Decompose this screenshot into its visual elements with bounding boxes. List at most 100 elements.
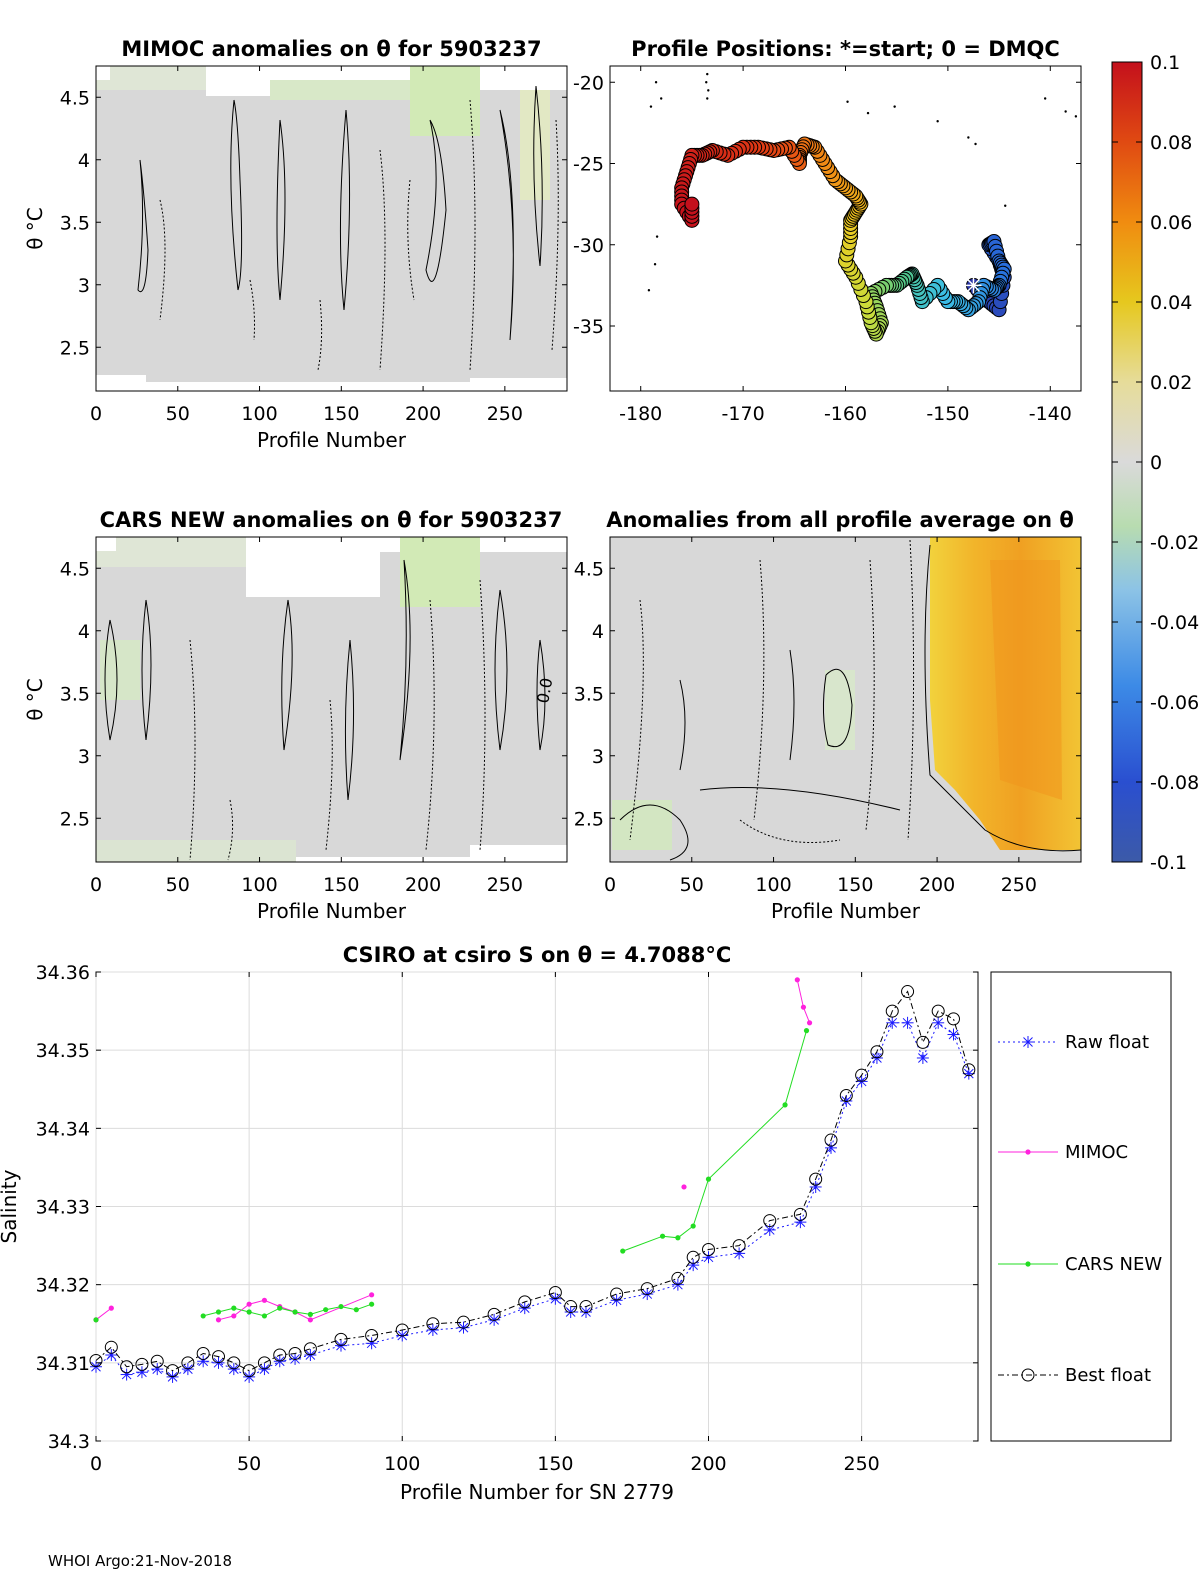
mimoc-ytick-label: 3	[78, 275, 90, 297]
island-dot	[974, 142, 977, 146]
series-point	[93, 1317, 99, 1323]
positions-xtick-label: -160	[824, 403, 867, 425]
cars-title: CARS NEW anomalies on θ for 5903237	[100, 508, 563, 532]
positions-xtick-label: -180	[619, 403, 662, 425]
allavg-contours	[619, 539, 1082, 861]
salinity-legend-box	[990, 971, 1172, 1442]
series-point	[947, 1012, 960, 1026]
series-point	[518, 1295, 532, 1309]
series-point	[947, 1028, 960, 1041]
series-point	[855, 1068, 869, 1082]
mimoc-heatmap-patch	[96, 66, 206, 90]
series-point	[690, 1223, 696, 1229]
cars-panel: 0.0	[95, 536, 568, 863]
allavg-axes-frame	[609, 536, 1082, 863]
mimoc-heatmap-field	[96, 90, 567, 382]
series-point	[487, 1307, 501, 1321]
cars-ytick-label: 3.5	[60, 683, 90, 705]
series-point-stroke	[933, 1017, 944, 1028]
series-point	[686, 1250, 700, 1264]
salinity-ytick-label: 34.32	[36, 1275, 90, 1297]
allavg-xtick-label: 200	[919, 874, 955, 896]
salinity-ytick-label: 34.31	[36, 1353, 90, 1375]
series-point	[548, 1285, 562, 1299]
cars-heatmap-field	[96, 552, 567, 857]
mimoc-missing-block	[206, 66, 270, 96]
colorbar-tick-label: 0	[1150, 452, 1162, 474]
allavg-ytick-label: 2.5	[574, 808, 604, 830]
colorbar-tick-label: -0.1	[1150, 852, 1187, 874]
cars-ylabel: θ °C	[23, 678, 47, 721]
mimoc-ytick-label: 3.5	[60, 212, 90, 234]
mimoc-xtick-label: 150	[323, 403, 359, 425]
series-point	[675, 1235, 681, 1241]
series-point-stroke	[642, 1289, 653, 1299]
salinity-ytick-label: 34.33	[36, 1197, 90, 1219]
salinity-panel: Raw float MIMOC CARS NEW Best float	[89, 971, 1172, 1442]
island-dot	[649, 105, 653, 108]
mimoc-xtick-label: 0	[90, 403, 102, 425]
series-point	[227, 1356, 241, 1370]
series-point	[277, 1305, 283, 1311]
series-point	[369, 1292, 375, 1298]
series-point	[1025, 1261, 1031, 1267]
series-point	[800, 1004, 807, 1010]
salinity-xtick-label: 100	[384, 1453, 420, 1475]
series-point-stroke	[290, 1354, 300, 1364]
mimoc-missing-block	[96, 66, 110, 80]
series-point	[793, 1207, 807, 1221]
series-point	[806, 1020, 813, 1026]
series-point	[763, 1223, 776, 1236]
legend-label: MIMOC	[1065, 1142, 1128, 1163]
island-dot	[967, 136, 970, 139]
allavg-xtick-label: 250	[1001, 874, 1037, 896]
series-line	[95, 990, 970, 1372]
mimoc-ytick-label: 4.5	[60, 87, 90, 109]
salinity-xtick-label: 0	[90, 1453, 102, 1475]
cars-xtick-label: 100	[241, 874, 277, 896]
cars-heatmap-patch	[96, 537, 246, 567]
series-point	[763, 1214, 777, 1228]
colorbar-tick-label: -0.04	[1150, 612, 1199, 634]
series-point	[334, 1332, 348, 1346]
series-point	[620, 1248, 626, 1254]
allavg-title: Anomalies from all profile average on θ	[606, 508, 1074, 532]
series-point	[916, 1051, 929, 1064]
positions-panel	[609, 65, 1082, 392]
colorbar: 0.1 0.08 0.06 0.04 0.02 0 -0.02 -0.04 -0.06 -0.08…	[1111, 52, 1199, 874]
mimoc-xtick-label: 250	[487, 403, 523, 425]
series-point	[292, 1309, 298, 1315]
series-point-stroke	[565, 1307, 576, 1317]
track-start-marker	[966, 278, 981, 292]
island-dot	[654, 81, 658, 84]
allavg-xtick-label: 0	[604, 874, 616, 896]
series-point	[901, 1016, 914, 1029]
series-point	[261, 1313, 268, 1319]
allavg-ytick-label: 3.5	[574, 683, 604, 705]
series-point-stroke	[764, 1225, 775, 1235]
salinity-xtick-label: 50	[237, 1453, 261, 1475]
series-point	[307, 1317, 313, 1323]
series-point-stroke	[489, 1314, 499, 1325]
series-point	[215, 1317, 222, 1323]
series-point	[885, 1004, 899, 1018]
cars-xlabel: Profile Number	[257, 899, 407, 923]
salinity-legend: Raw float MIMOC CARS NEW Best float	[998, 1032, 1162, 1386]
legend-entry: CARS NEW	[998, 1254, 1162, 1275]
mimoc-contours	[137, 85, 559, 371]
series-point	[246, 1301, 252, 1307]
allavg-heatmap-patch	[612, 800, 672, 850]
series-point	[931, 1004, 945, 1018]
series-point	[135, 1357, 149, 1371]
series-point	[261, 1297, 268, 1303]
series-point	[395, 1323, 409, 1337]
series-point	[307, 1311, 313, 1317]
allavg-xtick-label: 100	[755, 874, 791, 896]
series-point	[104, 1340, 118, 1354]
colorbar-tick-label: 0.02	[1150, 372, 1192, 394]
series-cars-new	[93, 1028, 810, 1323]
salinity-xtick-label: 150	[537, 1453, 573, 1475]
series-point-stroke	[581, 1307, 591, 1317]
allavg-ytick-label: 3	[592, 746, 604, 768]
allavg-panel	[609, 536, 1082, 863]
